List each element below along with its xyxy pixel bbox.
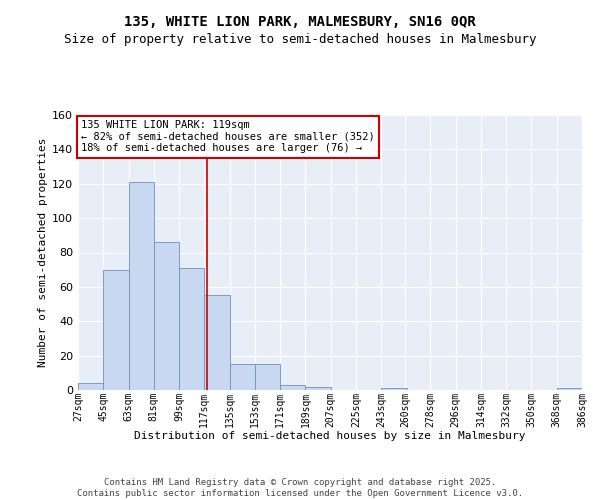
Bar xyxy=(103,270,128,390)
Bar xyxy=(154,242,179,390)
Text: 135, WHITE LION PARK, MALMESBURY, SN16 0QR: 135, WHITE LION PARK, MALMESBURY, SN16 0… xyxy=(124,15,476,29)
Bar xyxy=(179,268,205,390)
Bar xyxy=(255,364,280,390)
Text: Contains HM Land Registry data © Crown copyright and database right 2025.
Contai: Contains HM Land Registry data © Crown c… xyxy=(77,478,523,498)
Bar xyxy=(78,383,103,390)
Text: 135 WHITE LION PARK: 119sqm
← 82% of semi-detached houses are smaller (352)
18% : 135 WHITE LION PARK: 119sqm ← 82% of sem… xyxy=(81,120,374,154)
Y-axis label: Number of semi-detached properties: Number of semi-detached properties xyxy=(38,138,48,367)
Text: Size of property relative to semi-detached houses in Malmesbury: Size of property relative to semi-detach… xyxy=(64,32,536,46)
Bar xyxy=(230,364,255,390)
Bar xyxy=(128,182,154,390)
Bar xyxy=(381,388,407,390)
Bar xyxy=(557,388,582,390)
Bar xyxy=(280,385,305,390)
X-axis label: Distribution of semi-detached houses by size in Malmesbury: Distribution of semi-detached houses by … xyxy=(134,431,526,441)
Bar xyxy=(205,296,230,390)
Bar xyxy=(305,386,331,390)
